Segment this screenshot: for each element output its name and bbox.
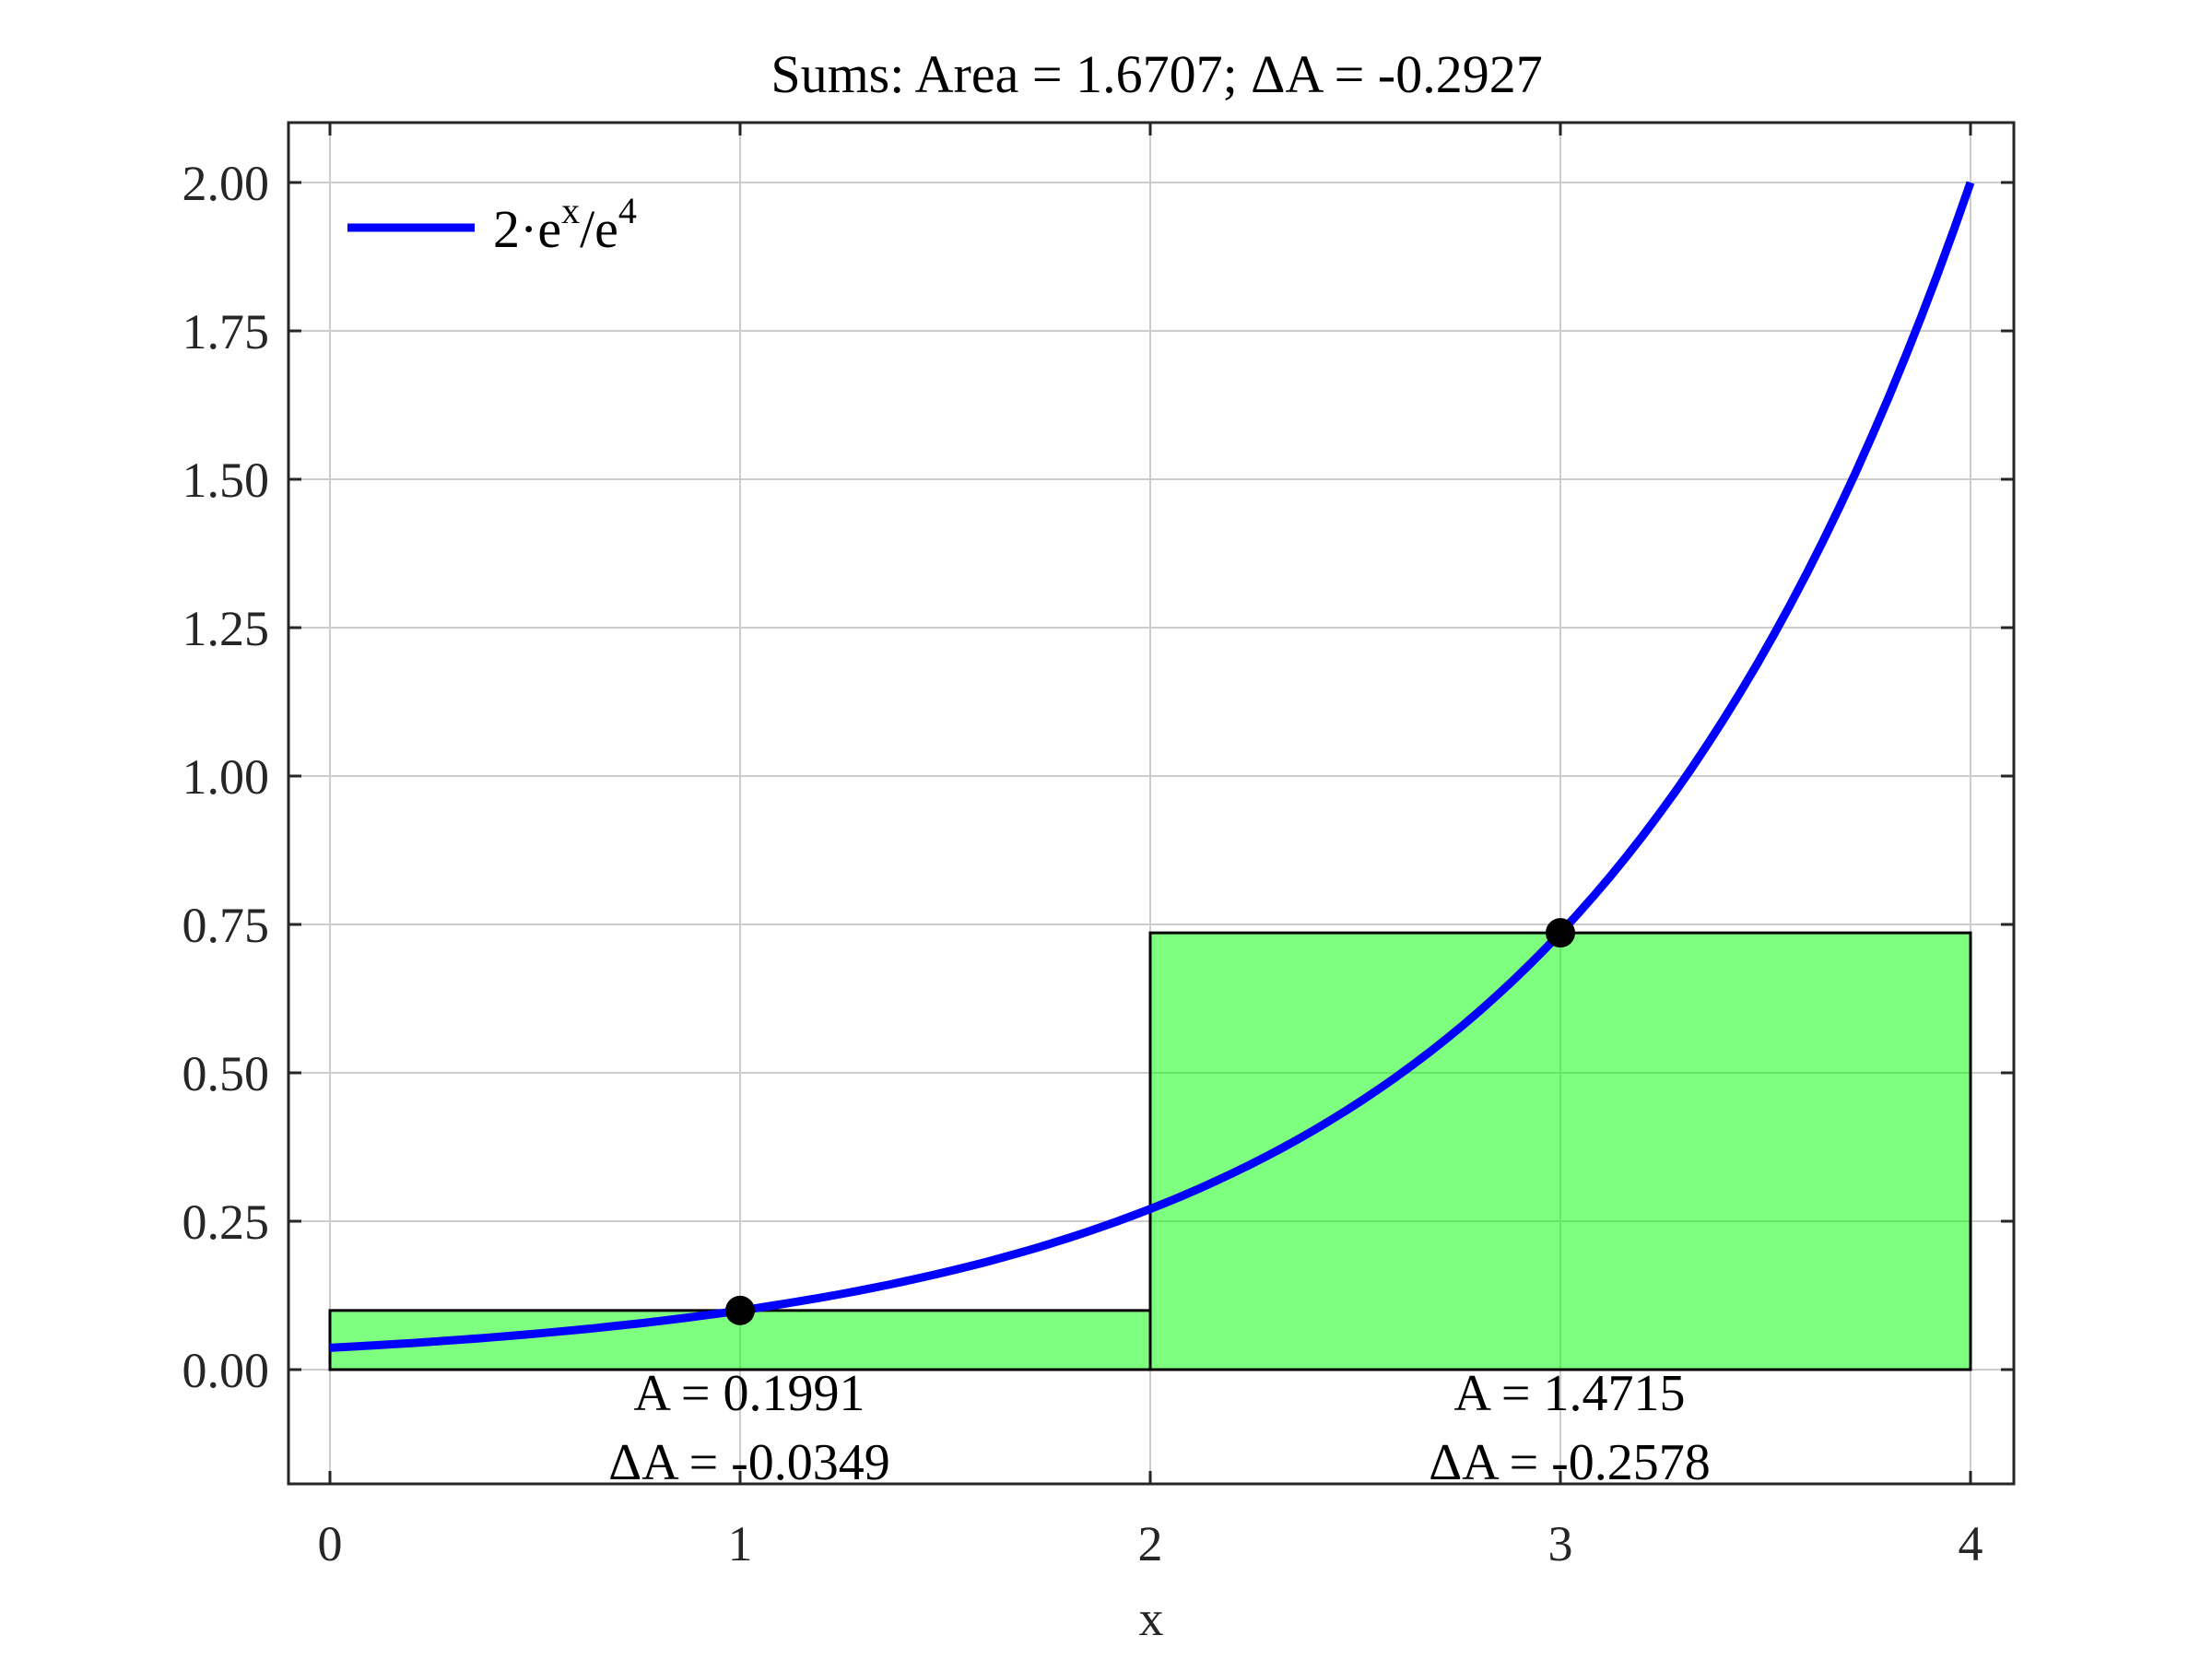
legend-label: 2·ex/e4 bbox=[493, 190, 637, 259]
x-tick-label: 3 bbox=[1548, 1516, 1573, 1571]
rect-area-label-2: A = 1.4715 bbox=[1454, 1365, 1686, 1422]
chart-title: Sums: Area = 1.6707; ΔA = -0.2927 bbox=[771, 44, 1542, 104]
x-tick-label: 0 bbox=[318, 1516, 343, 1571]
y-tick-label: 1.00 bbox=[182, 749, 270, 805]
y-tick-label: 0.50 bbox=[182, 1046, 270, 1101]
y-tick-label: 1.50 bbox=[182, 453, 270, 508]
points-layer bbox=[725, 918, 1575, 1325]
x-tick-label: 2 bbox=[1138, 1516, 1163, 1571]
y-tick-labels: 0.00 0.25 0.50 0.75 1.00 1.25 1.50 1.75 2.00 bbox=[182, 156, 270, 1398]
legend: 2·ex/e4 bbox=[347, 190, 637, 259]
legend-label-sup-4: 4 bbox=[618, 190, 637, 231]
y-tick-label: 0.00 bbox=[182, 1343, 270, 1398]
sample-point-1 bbox=[725, 1295, 755, 1325]
rect-delta-label-2: ΔA = -0.2578 bbox=[1429, 1434, 1711, 1491]
legend-label-mid: /e bbox=[580, 199, 618, 259]
y-tick-label: 1.25 bbox=[182, 601, 270, 656]
sample-point-2 bbox=[1546, 918, 1575, 948]
curve-line bbox=[329, 181, 1975, 1352]
legend-label-sup-x: x bbox=[561, 190, 580, 231]
x-tick-labels: 0 1 2 3 4 bbox=[318, 1516, 1983, 1571]
legend-label-main: 2·e bbox=[493, 199, 561, 259]
x-tick-label: 1 bbox=[728, 1516, 753, 1571]
y-tick-label: 1.75 bbox=[182, 304, 270, 359]
rect-area-label-1: A = 0.1991 bbox=[634, 1365, 865, 1422]
ticks-layer bbox=[288, 123, 2014, 1484]
y-tick-label: 0.25 bbox=[182, 1194, 270, 1250]
annotations-layer: A = 0.1991 ΔA = -0.0349 A = 1.4715 ΔA = -0.… bbox=[608, 1365, 1711, 1491]
curve-layer bbox=[329, 181, 1975, 1352]
x-tick-label: 4 bbox=[1959, 1516, 1983, 1571]
rectangles-layer bbox=[328, 931, 1972, 1371]
rect-delta-label-1: ΔA = -0.0349 bbox=[608, 1434, 890, 1491]
x-axis-label: x bbox=[1139, 1591, 1164, 1646]
riemann-rectangle-2 bbox=[1148, 931, 1972, 1371]
y-tick-label: 0.75 bbox=[182, 898, 270, 953]
y-tick-label: 2.00 bbox=[182, 156, 270, 211]
